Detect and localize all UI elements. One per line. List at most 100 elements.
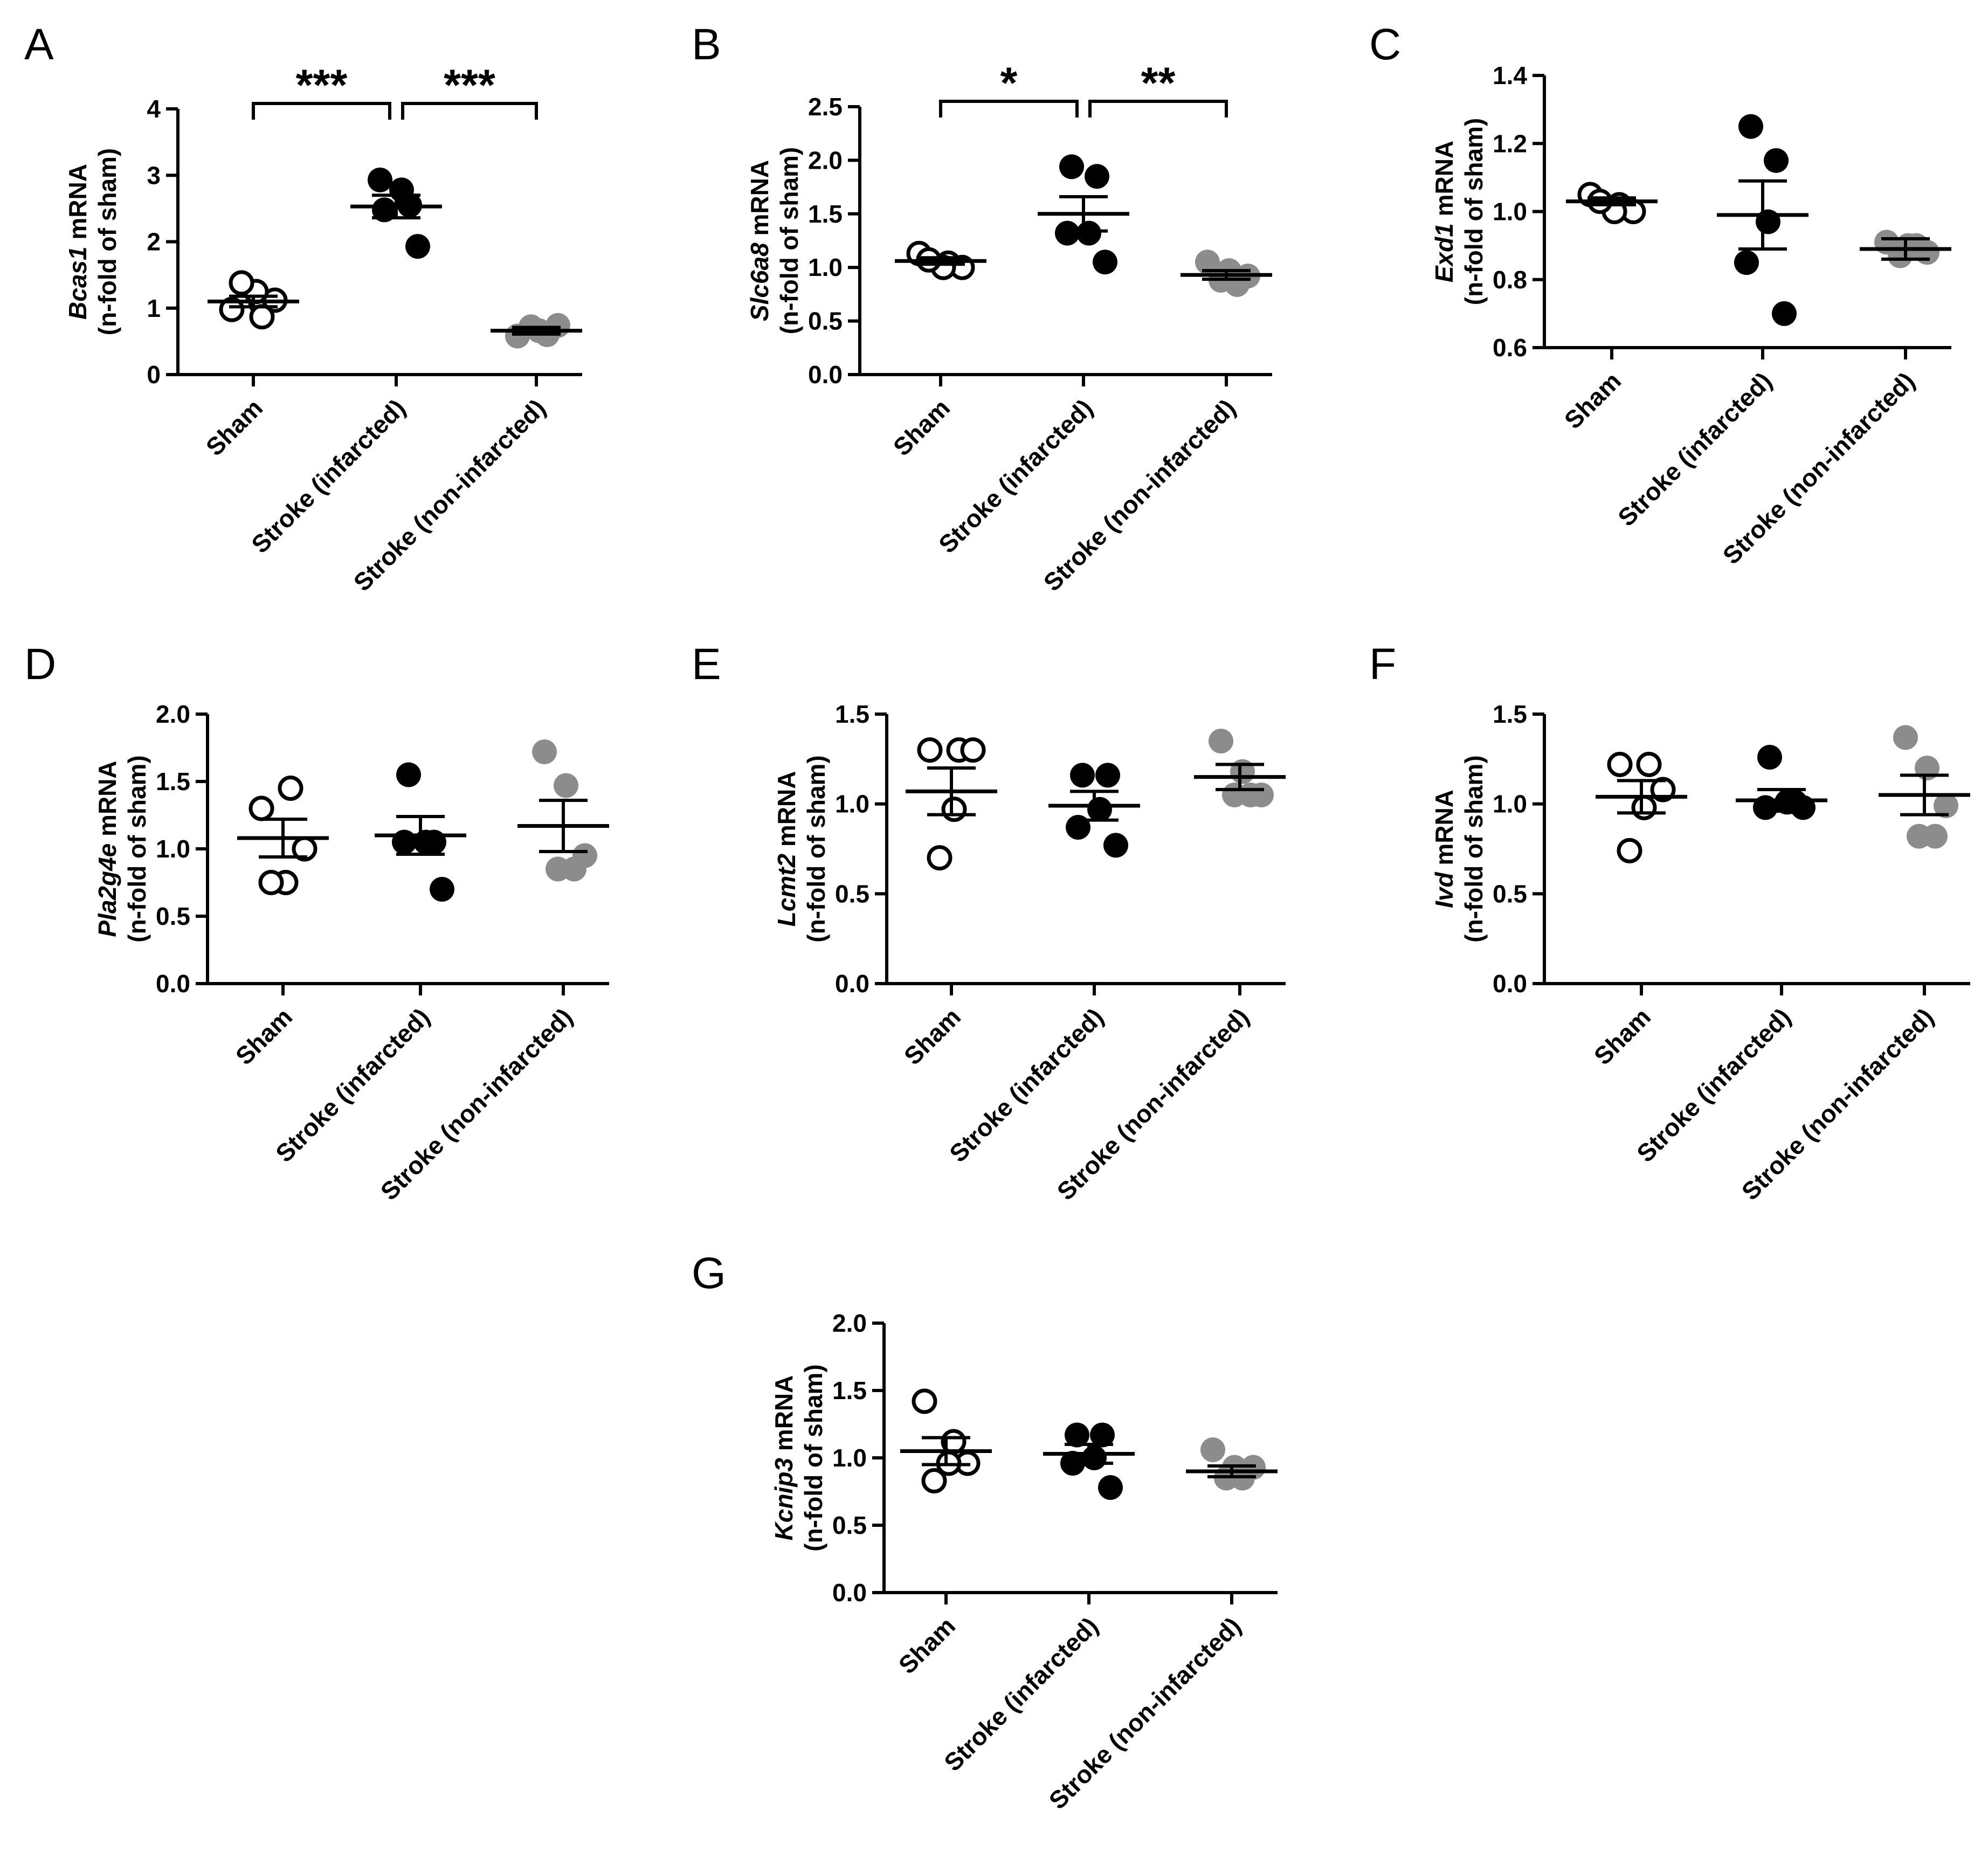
y-axis-title: Pla2g4e mRNA <box>93 760 121 937</box>
data-point <box>1631 794 1657 820</box>
panel-c: C 0.6 0.8 1.0 1.2 1.4 Exd1 mRNA (n-fold of sham… <box>1369 20 1951 570</box>
data-point <box>1764 148 1789 173</box>
y-tick-label: 0.0 <box>156 970 190 998</box>
category-label: Stroke (infarcted) <box>944 1002 1109 1167</box>
y-axis-title: Exd1 mRNA <box>1430 141 1458 282</box>
data-point <box>1934 793 1958 818</box>
y-axis-subtitle: (n-fold of sham) <box>1460 118 1488 306</box>
y-axis-title: Ivd mRNA <box>1430 790 1458 908</box>
data-point <box>1070 763 1095 788</box>
category-label: Sham <box>201 393 268 461</box>
data-point <box>1098 1475 1123 1500</box>
data-point <box>960 737 986 763</box>
data-point <box>219 296 245 322</box>
y-tick-label: 1.0 <box>808 253 843 281</box>
panel-letter: D <box>24 640 56 689</box>
data-point <box>392 829 417 855</box>
gene-name: Slc6a8 <box>746 243 774 321</box>
panel-a: A 0 1 2 3 4 Bcas1 mRNA (n-fold of sham) ShamStro… <box>24 20 582 597</box>
data-point <box>1893 725 1918 750</box>
data-point <box>1734 250 1759 275</box>
data-point <box>1617 838 1642 863</box>
y-axis-subtitle: (n-fold of sham) <box>775 147 803 335</box>
y-tick-label: 2.0 <box>832 1309 867 1337</box>
data-point <box>1200 1437 1225 1462</box>
panel-b: B 0.0 0.5 1.0 1.5 2.0 2.5 Slc6a8 mRNA (n-fold of… <box>692 20 1272 597</box>
category-label: Stroke (infarcted) <box>246 393 411 558</box>
y-axis-title: Lcmt2 mRNA <box>772 771 800 927</box>
data-point <box>258 870 284 895</box>
data-point <box>1082 1445 1107 1470</box>
category-label: Sham <box>888 393 955 461</box>
data-point <box>912 1388 937 1414</box>
y-axis-subtitle: (n-fold of sham) <box>123 755 151 943</box>
data-point <box>389 177 414 203</box>
data-point <box>1904 233 1929 258</box>
significance-label: * <box>1000 59 1018 108</box>
data-point <box>917 737 943 763</box>
gene-name: Ivd <box>1430 872 1458 908</box>
data-point <box>1238 783 1263 807</box>
data-point <box>1095 763 1120 788</box>
data-point <box>1636 751 1662 777</box>
panel-letter: F <box>1369 640 1396 689</box>
data-point <box>1055 220 1080 246</box>
y-axis-subtitle: (n-fold of sham) <box>93 148 121 336</box>
y-tick-label: 1.5 <box>832 1376 867 1405</box>
y-axis-subtitle: (n-fold of sham) <box>799 1364 827 1552</box>
data-point <box>1103 833 1128 858</box>
data-point <box>532 739 557 764</box>
gene-name: Lcmt2 <box>772 854 800 927</box>
data-point <box>1093 250 1117 275</box>
y-tick-label: 0.6 <box>1493 334 1527 362</box>
gene-name: Exd1 <box>1430 223 1458 282</box>
data-point <box>921 1468 947 1493</box>
panel-g: G 0.0 0.5 1.0 1.5 2.0 Kcnip3 mRNA (n-fold of sh… <box>692 1249 1278 1815</box>
data-point <box>396 762 421 787</box>
data-point <box>941 797 967 822</box>
data-point <box>927 845 952 871</box>
y-tick-label: 2.5 <box>808 93 843 121</box>
y-tick-label: 2 <box>147 228 161 256</box>
y-tick-label: 0.0 <box>832 1579 867 1607</box>
data-point <box>1090 1422 1115 1448</box>
y-tick-label: 0.0 <box>1493 970 1527 998</box>
panel-letter: E <box>692 640 721 689</box>
y-tick-label: 0.5 <box>808 307 843 335</box>
y-tick-label: 1.5 <box>835 700 869 728</box>
data-point <box>1738 114 1763 139</box>
ylabel-unit: mRNA <box>64 164 92 246</box>
category-label: Sham <box>1589 1002 1656 1070</box>
data-point <box>249 304 275 330</box>
data-point <box>413 829 438 855</box>
data-point <box>1195 250 1220 275</box>
ylabel-unit: mRNA <box>770 1375 798 1458</box>
data-point <box>1923 824 1948 849</box>
y-axis-title: Bcas1 mRNA <box>64 164 92 320</box>
data-point <box>278 776 303 801</box>
y-tick-label: 2.0 <box>808 146 843 174</box>
ylabel-unit: mRNA <box>772 771 800 854</box>
ylabel-unit: mRNA <box>746 160 774 243</box>
y-axis-title: Kcnip3 mRNA <box>770 1375 798 1541</box>
y-axis-subtitle: (n-fold of sham) <box>1460 755 1488 943</box>
y-axis-title: Slc6a8 mRNA <box>746 160 774 321</box>
y-axis-subtitle: (n-fold of sham) <box>802 755 830 943</box>
panel-d: D 0.0 0.5 1.0 1.5 2.0 Pla2g4e mRNA (n-fold of s… <box>24 640 609 1206</box>
y-tick-label: 1.0 <box>156 835 190 863</box>
panel-letter: G <box>692 1249 726 1298</box>
gene-name: Pla2g4e <box>93 843 121 937</box>
panel-letter: B <box>692 20 721 69</box>
category-label: Stroke (infarcted) <box>938 1611 1103 1776</box>
category-label: Stroke (infarcted) <box>1631 1002 1796 1167</box>
panel-e: E 0.0 0.5 1.0 1.5 Lcmt2 mRNA (n-fold of sham) S… <box>692 640 1286 1206</box>
y-tick-label: 1 <box>147 294 161 322</box>
gene-name: Bcas1 <box>64 246 92 320</box>
data-point <box>248 795 274 821</box>
significance-label: ** <box>1141 59 1176 108</box>
y-tick-label: 0.5 <box>835 880 869 908</box>
ylabel-unit: mRNA <box>1430 790 1458 872</box>
category-label: Sham <box>230 1002 298 1070</box>
gene-name: Kcnip3 <box>770 1458 798 1541</box>
data-point <box>562 856 586 882</box>
